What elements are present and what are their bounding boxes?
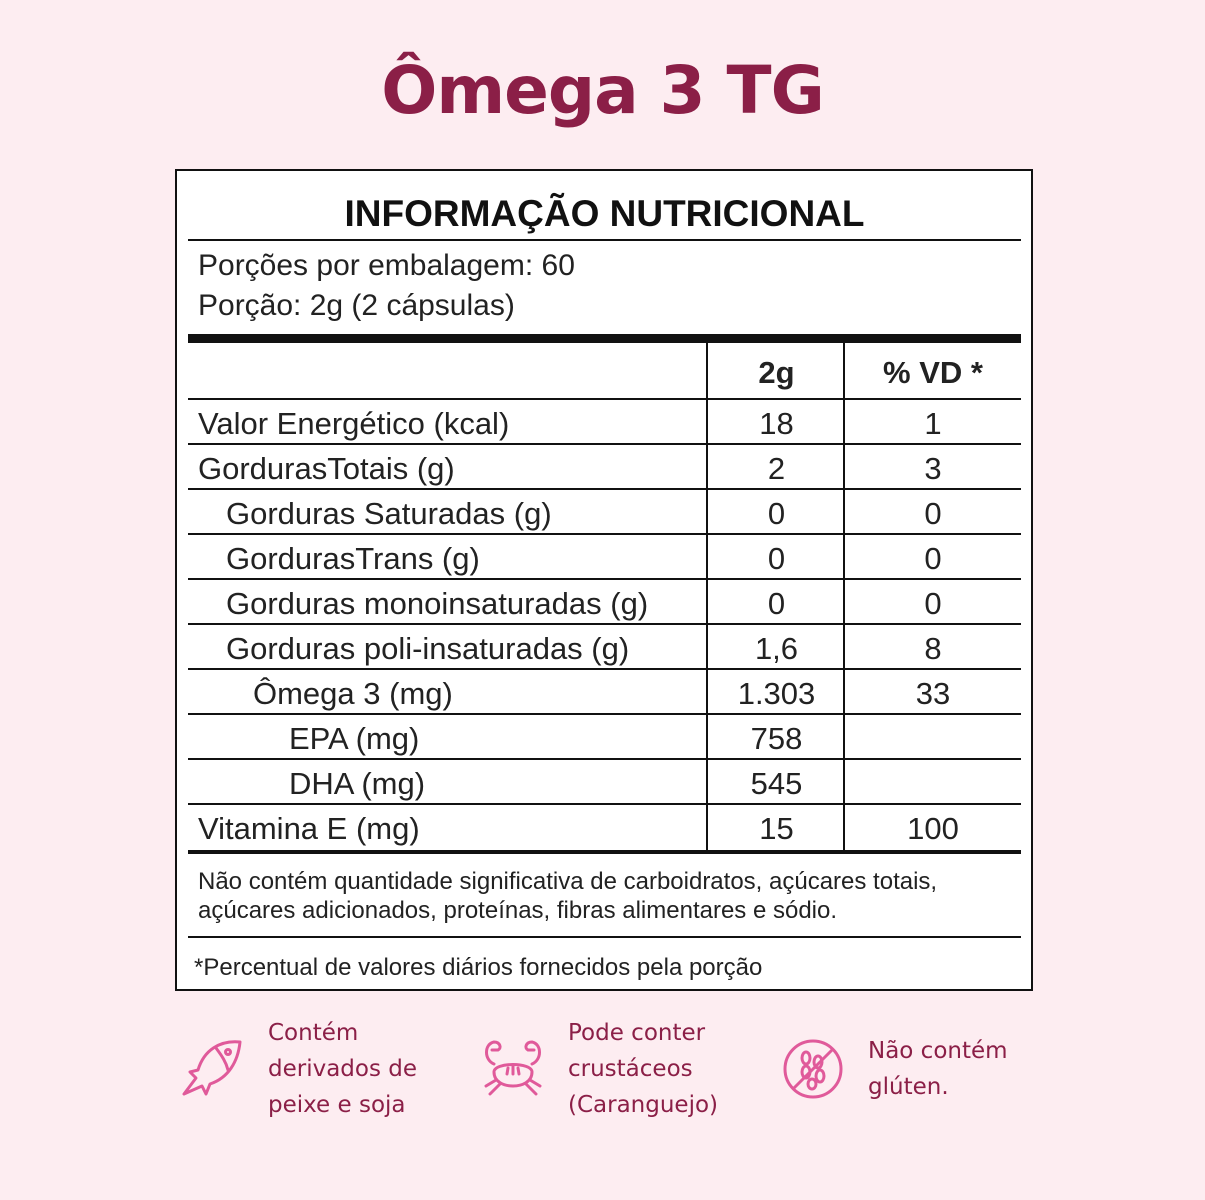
thick-divider [188,334,1021,343]
nutrient-name: GordurasTotais (g) [198,451,455,486]
table-row: GordurasTrans (g) 0 0 [188,535,1021,580]
table-row: Ômega 3 (mg) 1.303 33 [188,670,1021,715]
nutrient-name: Gorduras poli-insaturadas (g) [226,631,630,666]
crab-icon [484,1040,542,1096]
table-row: Gorduras poli-insaturadas (g) 1,6 8 [188,625,1021,670]
badge-text: (Caranguejo) [568,1092,719,1118]
nutrient-amount: 545 [750,766,803,801]
nutrient-name: DHA (mg) [289,766,426,801]
column-divider [843,343,845,852]
nutrient-dv: 0 [924,586,942,621]
divider [188,936,1021,938]
nutrition-facts-table: INFORMAÇÃO NUTRICIONAL Porções por embal… [175,169,1033,991]
col-amount-header: 2g [758,355,795,390]
nutrient-dv: 100 [907,811,959,846]
table-heading: INFORMAÇÃO NUTRICIONAL [344,193,865,234]
nutrient-name: Ômega 3 (mg) [253,676,453,711]
badge-text: Pode conter [568,1020,706,1046]
table-row: Vitamina E (mg) 15 100 [188,805,1021,850]
badge-crab: Pode conter crustáceos (Caranguejo) [480,1015,718,1123]
badge-text: crustáceos [568,1056,693,1082]
table-row: Gorduras monoinsaturadas (g) 0 0 [188,580,1021,625]
col-dv-header: % VD * [883,355,983,390]
nutrient-amount: 18 [759,406,794,441]
badge-fish: Contém derivados de peixe e soja [180,1015,417,1123]
nutrient-amount: 2 [767,451,786,486]
nutrient-name: Gorduras monoinsaturadas (g) [226,586,649,621]
column-header-row: 2g % VD * [188,343,1021,400]
servings-per-package: Porções por embalagem: 60 [198,249,575,282]
badge-text: derivados de [268,1056,418,1082]
badge-text: Contém [268,1020,359,1046]
divider [188,239,1021,241]
nutrient-name: Gorduras Saturadas (g) [226,496,552,531]
nutrient-dv: 3 [924,451,942,486]
nutrient-amount: 0 [767,496,786,531]
divider [188,850,1021,854]
nutrient-name: Vitamina E (mg) [198,811,420,846]
table-row: GordurasTotais (g) 2 3 [188,445,1021,490]
badge-text: Não contém [868,1038,1008,1064]
nutrient-amount: 1.303 [737,676,816,711]
nutrient-dv: 33 [915,676,951,711]
nutrient-dv: 0 [924,541,942,576]
footnote-line1: Não contém quantidade significativa de c… [198,868,938,895]
badge-gluten: Não contém glúten. [780,1033,1008,1105]
nutrient-name: EPA (mg) [289,721,420,756]
dv-note: *Percentual de valores diários fornecido… [194,954,763,981]
serving-size: Porção: 2g (2 cápsulas) [198,289,515,322]
nutrient-amount: 0 [767,541,786,576]
badge-text: peixe e soja [268,1092,406,1118]
nutrient-amount: 15 [759,811,794,846]
table-row: Gorduras Saturadas (g) 0 0 [188,490,1021,535]
badge-text: glúten. [868,1074,949,1100]
no-gluten-icon [783,1039,843,1099]
nutrient-dv: 1 [924,406,942,441]
nutrient-name: GordurasTrans (g) [226,541,480,576]
footnote-line2: açúcares adicionados, proteínas, fibras … [198,897,838,924]
column-divider [706,343,708,852]
table-row: Valor Energético (kcal) 18 1 [188,400,1021,445]
product-title: Ômega 3 TG [381,52,825,129]
nutrient-dv: 0 [924,496,942,531]
nutrient-amount: 0 [767,586,786,621]
table-row: DHA (mg) 545 [188,760,1021,805]
nutrient-amount: 1,6 [754,631,799,666]
table-row: EPA (mg) 758 [188,715,1021,760]
nutrient-dv: 8 [924,631,942,666]
nutrient-amount: 758 [750,721,803,756]
fish-icon [182,1040,242,1096]
nutrient-name: Valor Energético (kcal) [198,406,510,441]
